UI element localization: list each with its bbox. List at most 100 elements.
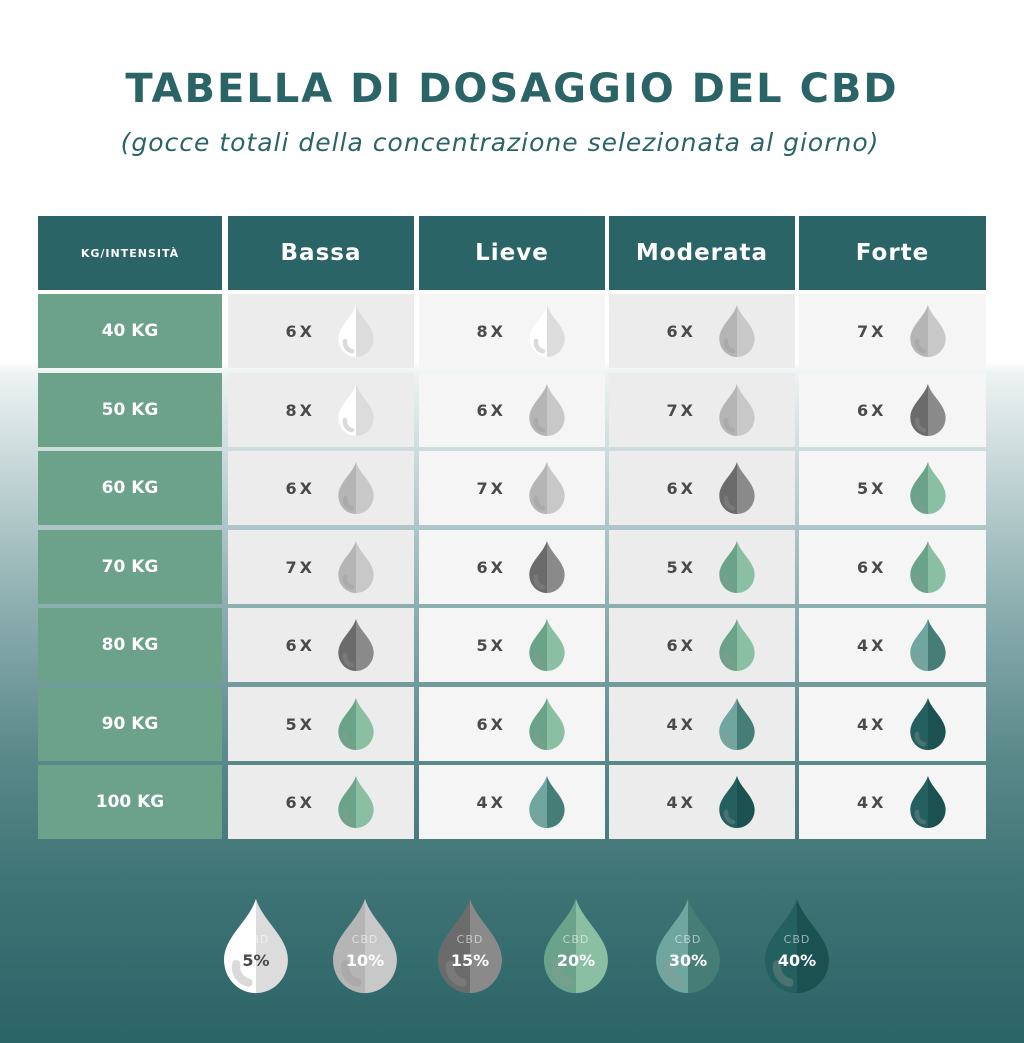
legend-label: CBD [456,933,484,946]
drop-icon [529,304,565,358]
drop-icon [338,697,374,751]
drop-count: 6X [666,321,696,341]
drop-icon [909,775,946,829]
drop-count: 8X [476,321,506,341]
legend-value: 30% [668,951,708,970]
drop-count: 5X [476,635,506,655]
legend-label: CBD [674,933,702,946]
dosage-cell: 6X [419,373,605,447]
page-subtitle: (gocce totali della concentrazione selez… [120,128,880,157]
drop-count: 5X [285,714,315,734]
drop-count: 7X [285,557,315,577]
drop-icon [719,383,755,437]
drop-icon [719,618,755,672]
drop-icon [719,461,755,515]
dosage-cell: 6X [609,451,795,525]
drop-icon [333,898,397,994]
legend-drop: CBD 10% [327,895,403,997]
drop-icon [719,304,755,358]
row-label: 80 KG [38,608,222,682]
header-corner: KG/INTENSITÀ [38,216,222,290]
drop-icon [909,383,946,437]
drop-icon [529,697,565,751]
drop-count: 4X [476,792,506,812]
drop-icon [909,461,946,515]
dosage-cell: 7X [419,451,605,525]
drop-icon [719,697,755,751]
legend-value: 10% [345,951,385,970]
legend-drop: CBD 40% [759,895,835,997]
legend-drop: CBD 15% [432,895,508,997]
row-label: 40 KG [38,294,222,368]
legend-label: CBD [242,933,270,946]
dosage-cell: 7X [228,530,414,604]
drop-icon [338,383,374,437]
drop-icon [909,304,946,358]
drop-icon [909,540,946,594]
drop-icon [338,461,374,515]
drop-count: 5X [857,478,887,498]
dosage-cell: 4X [609,765,795,839]
page-title: TABELLA DI DOSAGGIO DEL CBD [125,66,899,112]
drop-icon [529,775,565,829]
dosage-cell: 4X [419,765,605,839]
dosage-cell: 6X [799,373,986,447]
drop-count: 7X [476,478,506,498]
dosage-cell: 6X [419,530,605,604]
drop-icon [529,540,565,594]
legend-value: 15% [450,951,490,970]
drop-icon [765,898,829,994]
drop-icon [438,898,502,994]
drop-count: 7X [666,400,696,420]
legend-value: 5% [242,951,270,970]
drop-count: 5X [666,557,696,577]
drop-icon [656,898,720,994]
column-header: Forte [799,216,986,290]
dosage-cell: 6X [419,687,605,761]
drop-count: 4X [857,635,887,655]
drop-count: 6X [857,400,887,420]
drop-count: 6X [285,321,315,341]
dosage-cell: 6X [609,608,795,682]
drop-icon [529,618,565,672]
dosage-cell: 5X [799,451,986,525]
drop-count: 6X [476,714,506,734]
dosage-cell: 6X [799,530,986,604]
dosage-cell: 4X [799,687,986,761]
column-header: Bassa [228,216,414,290]
dosage-cell: 4X [609,687,795,761]
dosage-cell: 6X [609,294,795,368]
dosage-cell: 5X [228,687,414,761]
row-label: 50 KG [38,373,222,447]
drop-icon [224,898,288,994]
dosage-cell: 7X [799,294,986,368]
dosage-cell: 7X [609,373,795,447]
legend-drop: CBD 5% [218,895,294,997]
legend-label: CBD [562,933,590,946]
drop-count: 6X [857,557,887,577]
dosage-cell: 5X [609,530,795,604]
drop-count: 4X [857,792,887,812]
dosage-cell: 6X [228,765,414,839]
dosage-cell: 6X [228,608,414,682]
legend-value: 40% [777,951,817,970]
drop-count: 7X [857,321,887,341]
drop-count: 4X [666,792,696,812]
dosage-cell: 6X [228,294,414,368]
row-label: 100 KG [38,765,222,839]
dosage-cell: 8X [228,373,414,447]
legend-drop: CBD 30% [650,895,726,997]
drop-count: 8X [285,400,315,420]
drop-icon [719,775,755,829]
dosage-cell: 5X [419,608,605,682]
drop-icon [909,618,946,672]
dosage-cell: 4X [799,608,986,682]
drop-count: 6X [476,400,506,420]
legend-label: CBD [351,933,379,946]
drop-icon [529,383,565,437]
drop-count: 6X [285,635,315,655]
row-label: 60 KG [38,451,222,525]
dosage-cell: 8X [419,294,605,368]
drop-count: 4X [666,714,696,734]
drop-icon [544,898,608,994]
